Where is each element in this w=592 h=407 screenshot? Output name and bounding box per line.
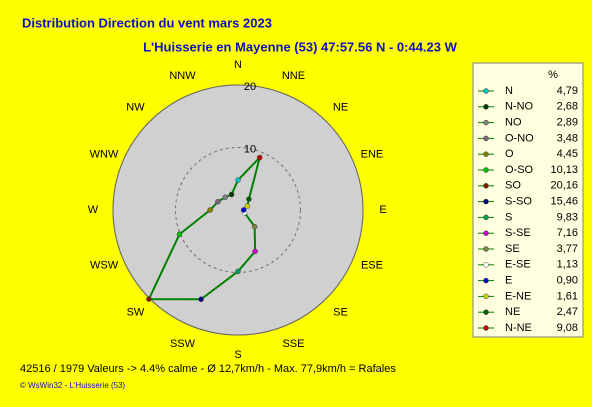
legend-value: 7,16: [557, 227, 578, 239]
legend-value: 15,46: [550, 196, 578, 208]
legend-value: 2,47: [557, 306, 578, 318]
legend-swatch: [483, 151, 489, 157]
legend-label: E: [505, 275, 512, 287]
legend-swatch: [483, 119, 489, 126]
compass-label: WNW: [90, 148, 119, 160]
rose-marker: [176, 231, 183, 237]
compass-label: SSW: [170, 338, 196, 350]
legend-swatch: [483, 262, 489, 268]
legend-label: SO: [505, 180, 521, 192]
rose-marker: [240, 207, 247, 213]
legend-label: E-SE: [505, 259, 531, 271]
rose-marker: [228, 191, 235, 198]
compass-label: ESE: [361, 259, 383, 271]
compass-label: NNW: [169, 70, 196, 82]
legend-label: N-NE: [505, 322, 532, 334]
legend-value: 20,16: [550, 180, 578, 192]
legend-value: 3,48: [557, 132, 578, 144]
rose-marker: [146, 296, 152, 302]
legend-label: E-NE: [505, 290, 531, 302]
legend-title: %: [548, 69, 558, 81]
legend-label: NE: [505, 306, 520, 318]
legend-swatch: [483, 325, 489, 331]
compass-label: W: [88, 204, 99, 216]
legend-value: 1,13: [557, 259, 578, 271]
legend-swatch: [483, 214, 489, 221]
compass-label: ENE: [361, 148, 384, 160]
compass-label: S: [234, 349, 241, 361]
rose-marker: [246, 196, 252, 202]
legend-swatch: [483, 104, 489, 110]
grid-ring: [112, 84, 364, 336]
legend-swatch: [483, 135, 489, 142]
legend-value: 2,89: [557, 117, 578, 129]
legend-value: 2,68: [557, 101, 578, 113]
legend-label: NO: [505, 117, 522, 129]
legend-swatch: [483, 167, 489, 173]
legend-swatch: [483, 246, 489, 252]
r-tick-label: 20: [244, 81, 256, 93]
legend-swatch: [483, 293, 489, 300]
legend-label: N-NO: [505, 101, 534, 113]
legend-value: 9,08: [557, 322, 578, 334]
legend-label: SE: [505, 243, 520, 255]
credit: © WsWin32 - L'Huisserie (53): [20, 381, 126, 390]
legend-label: S-SO: [505, 196, 532, 208]
rose-marker: [235, 268, 241, 275]
chart-title: Distribution Direction du vent mars 2023: [22, 15, 272, 30]
footer: 42516 / 1979 Valeurs -> 4.4% calme - Ø 1…: [20, 363, 396, 375]
rose-marker: [256, 154, 263, 161]
compass-label: SW: [127, 306, 145, 318]
legend-swatch: [483, 88, 489, 94]
legend-box: [472, 62, 584, 338]
legend-label: S-SE: [505, 227, 531, 239]
rose-marker: [252, 248, 258, 255]
rose-marker: [251, 223, 258, 230]
rose-marker: [207, 207, 213, 213]
compass-label: SSE: [282, 338, 304, 350]
compass-label: N: [234, 59, 242, 71]
legend-value: 4,79: [557, 85, 578, 97]
rose-marker: [198, 296, 204, 303]
rose-marker: [235, 177, 241, 183]
compass-label: NNE: [282, 70, 305, 82]
compass-label: NE: [333, 101, 348, 113]
compass-label: WSW: [90, 259, 119, 271]
legend-swatch: [483, 230, 489, 236]
legend-label: S: [505, 211, 512, 223]
legend-label: O: [505, 148, 514, 160]
compass-label: SE: [333, 306, 348, 318]
legend-swatch: [483, 277, 489, 284]
legend-label: N: [505, 85, 513, 97]
legend-swatch: [483, 198, 489, 205]
legend-value: 1,61: [557, 290, 578, 302]
compass-label: NW: [126, 101, 145, 113]
rose-marker: [222, 194, 228, 200]
legend-value: 10,13: [550, 164, 578, 176]
legend-value: 0,90: [557, 275, 578, 287]
legend-label: O-SO: [505, 164, 534, 176]
legend-value: 3,77: [557, 243, 578, 255]
legend-swatch: [483, 309, 489, 315]
compass-label: E: [379, 204, 386, 216]
legend-swatch: [483, 183, 489, 189]
chart-subtitle: L'Huisserie en Mayenne (53) 47:57.56 N -…: [143, 39, 458, 54]
rose-marker: [215, 198, 221, 205]
legend-value: 4,45: [557, 148, 578, 160]
r-tick-label: 10: [244, 143, 256, 155]
rose-marker: [244, 203, 251, 209]
legend-label: O-NO: [505, 132, 534, 144]
legend-value: 9,83: [557, 211, 578, 223]
